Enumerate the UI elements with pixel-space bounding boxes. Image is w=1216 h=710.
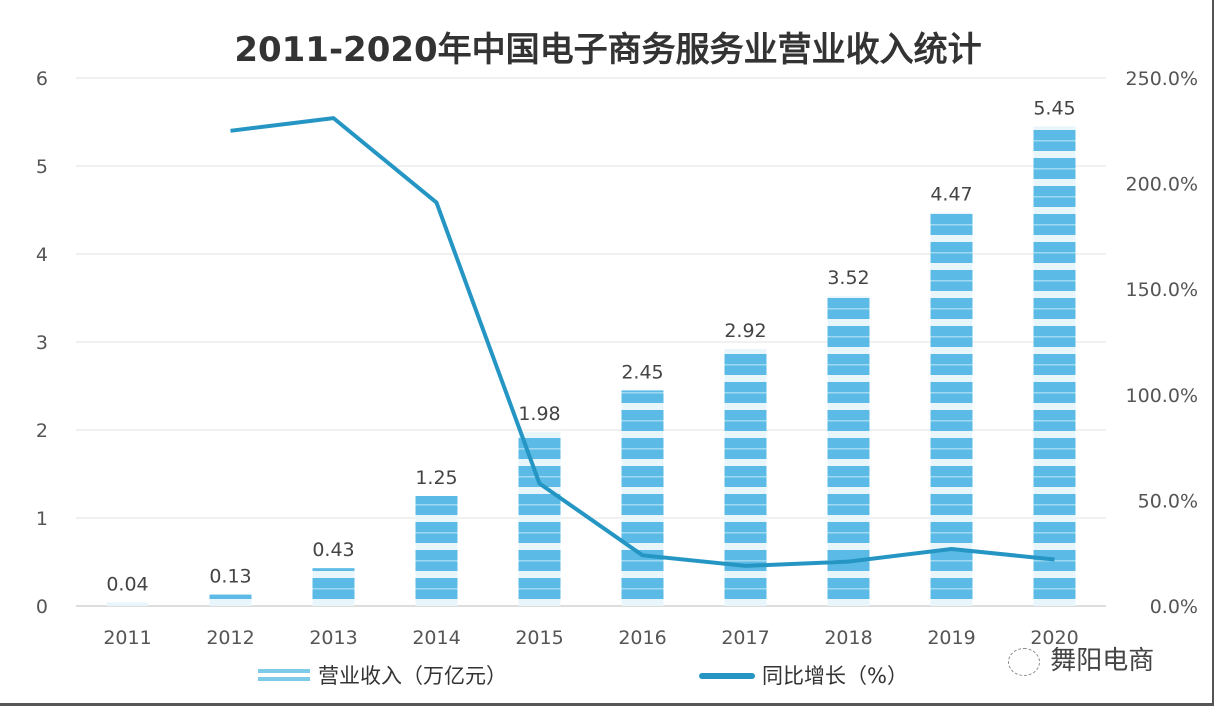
x-tick-label: 2011 [103,627,151,649]
x-tick-label: 2016 [618,627,666,649]
data-label: 2.45 [621,361,663,383]
left-tick-label: 2 [36,420,48,442]
x-tick-label: 2013 [309,627,357,649]
bar-2019 [930,212,973,606]
legend-bar-swatch [258,669,310,673]
data-label: 0.13 [209,566,251,588]
data-label: 0.43 [312,539,354,561]
data-label: 4.47 [930,184,972,206]
bar-2014 [415,496,458,606]
x-tick-label: 2019 [927,627,975,649]
left-tick-label: 1 [36,508,48,530]
right-tick-label: 0.0% [1150,596,1198,618]
left-tick-label: 4 [36,244,48,266]
bar-2016 [621,390,664,606]
data-label: 2.92 [724,320,766,342]
data-label: 3.52 [827,267,869,289]
right-tick-label: 100.0% [1126,385,1198,407]
bar-2011 [106,602,149,606]
bar-2012 [209,594,252,606]
chart-title: 2011-2020年中国电子商务服务业营业收入统计 [234,30,982,70]
x-tick-label: 2018 [824,627,872,649]
left-tick-label: 5 [36,156,48,178]
data-label: 0.04 [106,573,148,595]
left-tick-label: 3 [36,332,48,354]
x-tick-label: 2015 [515,627,563,649]
x-tick-label: 2020 [1030,627,1078,649]
right-tick-label: 50.0% [1138,490,1198,512]
bar-2013 [312,568,355,606]
right-tick-label: 150.0% [1126,279,1198,301]
bar-2015 [518,431,561,606]
x-tick-label: 2017 [721,627,769,649]
watermark-text: 舞阳电商 [1050,646,1155,676]
watermark: 舞阳电商 [1008,640,1154,677]
left-tick-label: 0 [36,596,48,618]
bar-2018 [827,296,870,606]
x-tick-label: 2014 [412,627,460,649]
watermark-face-icon [1008,647,1040,676]
data-label: 5.45 [1033,97,1075,119]
data-label: 1.25 [415,467,457,489]
left-tick-label: 6 [36,68,48,90]
x-tick-label: 2012 [206,627,254,649]
right-tick-label: 200.0% [1126,174,1198,196]
data-label: 1.98 [518,403,560,425]
right-tick-label: 250.0% [1126,68,1198,90]
legend-bar-swatch [258,677,310,681]
bar-2020 [1033,126,1076,607]
legend-line-label: 同比增长（%） [762,664,908,688]
legend-bar-label: 营业收入（万亿元） [318,664,507,688]
